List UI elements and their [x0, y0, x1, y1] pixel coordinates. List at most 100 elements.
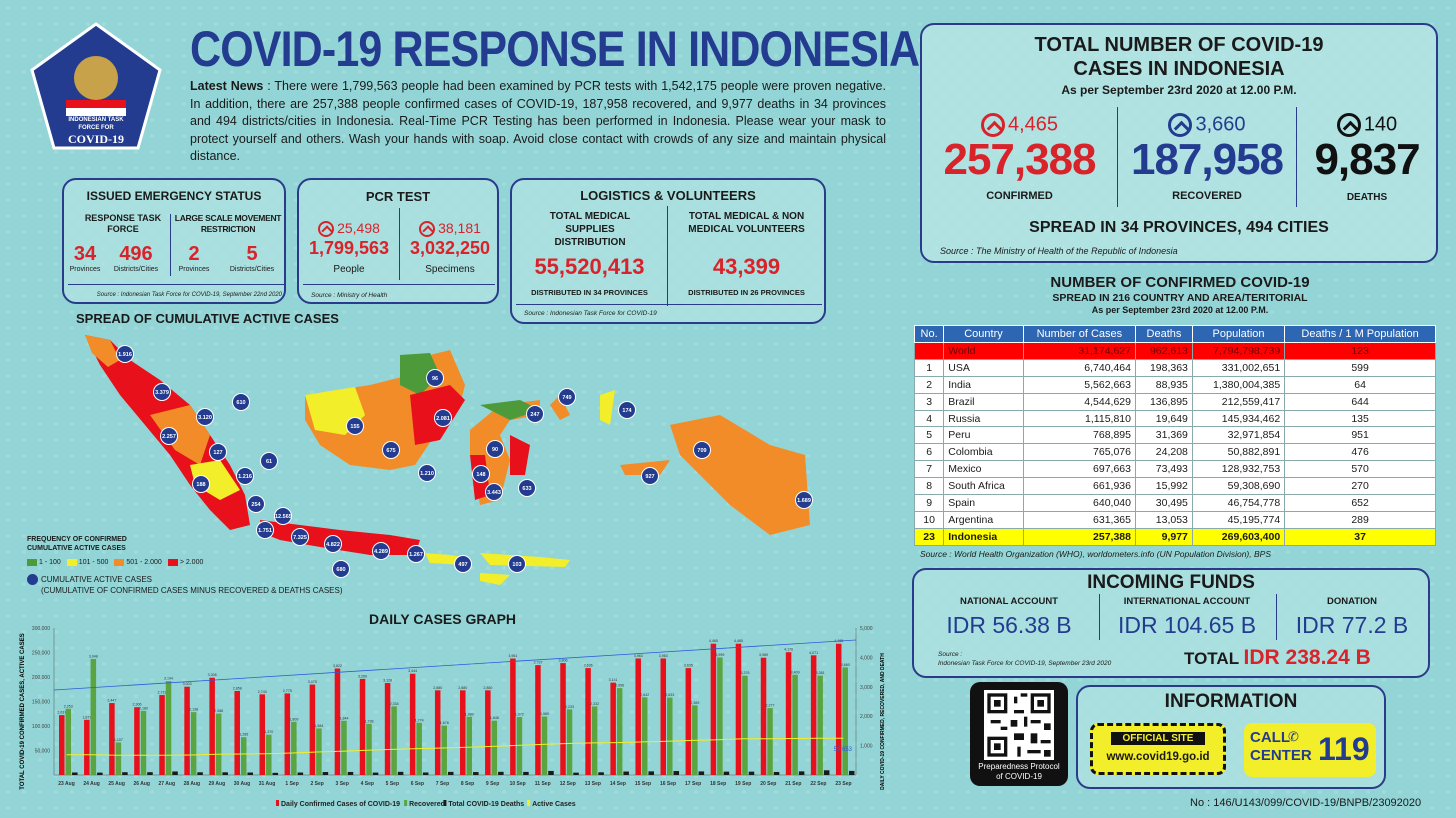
bar-data-label: 4,465	[709, 639, 718, 643]
bar-data-label: 3,376	[740, 671, 749, 675]
legend-swatch	[276, 800, 279, 806]
active-case-bubble: 103	[508, 555, 526, 573]
table-cell: 198,363	[1134, 358, 1193, 377]
confirmed-increase: 4,465	[1007, 113, 1059, 136]
x-tick-label: 27 Aug	[159, 781, 175, 787]
table-header-cell: Deaths	[1134, 325, 1193, 343]
bar-data-label: 2,719	[158, 691, 167, 695]
y-axis-title-right: DAILY COVID-19 CONFIRMED, RECOVERED, AND…	[880, 653, 886, 790]
bar-data-label: 2,775	[283, 689, 292, 693]
qr-code-icon	[984, 690, 1054, 760]
table-row: 9 Spain 640,040 30,495 46,754,778 652	[913, 494, 1436, 512]
table-row: 7 Mexico 697,663 73,493 128,932,753 570	[913, 460, 1436, 479]
table-cell: 50,882,891	[1191, 443, 1286, 462]
bar-recovered	[90, 658, 97, 775]
bar-data-label: 3,989	[759, 653, 768, 657]
bar-data-label: 3,622	[333, 664, 342, 668]
active-case-bubble: 2.081	[434, 409, 452, 427]
bar-total-covid-19-deaths	[523, 771, 529, 775]
active-case-bubble: 1.267	[407, 545, 425, 563]
bar-data-label: 1,972	[515, 713, 524, 717]
map-legend-title: FREQUENCY OF CONFIRMED CUMULATIVE ACTIVE…	[27, 535, 127, 553]
funds-source-text: Indonesian Task Force for COVID-19, Sept…	[938, 660, 1112, 667]
table-cell: 135	[1284, 409, 1436, 428]
bar-data-label: 3,636	[584, 664, 593, 668]
bar-data-label: 2,138	[189, 708, 198, 712]
legend-item: 101 - 500	[78, 559, 109, 566]
bar-recovered	[65, 708, 72, 775]
deaths-increase: 140	[1363, 113, 1398, 136]
table-cell: 644	[1284, 392, 1436, 411]
table-cell: 5	[913, 426, 945, 445]
logistics-title: LOGISTICS & VOLUNTEERS	[580, 188, 756, 203]
bar-data-label: 2,956	[615, 684, 624, 688]
bar-total-covid-19-deaths	[397, 771, 404, 775]
bar-recovered	[190, 712, 197, 775]
call-center-button[interactable]: CALL CENTER ✆ 119	[1244, 723, 1376, 777]
bar-recovered	[742, 675, 748, 775]
active-case-bubble: 1.689	[795, 491, 813, 509]
indonesia-map: 1.916 3.379 610 3.120 2.257 127 61 1.216 188 254 1…	[70, 325, 830, 590]
information-panel: INFORMATION OFFICIAL SITE www.covid19.go…	[1076, 685, 1386, 789]
pcr-specimen-label: Specimens	[425, 264, 475, 275]
bar-daily-confirmed-cases-of-covid-19	[384, 683, 391, 775]
y-tick-label-right: 4,000	[860, 655, 873, 661]
bar-total-covid-19-deaths	[773, 771, 780, 775]
bar-daily-confirmed-cases-of-covid-19	[660, 658, 667, 775]
active-case-bubble: 96	[426, 369, 444, 387]
bar-daily-confirmed-cases-of-covid-19	[635, 658, 641, 775]
increase-arrow-icon	[1336, 113, 1361, 137]
bar-data-label: 2,369	[690, 701, 699, 705]
international-value: IDR 104.65 B	[1117, 612, 1257, 638]
table-row: 3 Brazil 4,544,629 136,895 212,559,417 644	[913, 392, 1436, 411]
call-label: CALL	[1250, 729, 1290, 746]
pcr-people-label: People	[333, 264, 365, 275]
volunteers-label: TOTAL MEDICAL & NON MEDICAL VOLUNTEERS	[688, 211, 805, 235]
bar-recovered	[140, 710, 147, 775]
bar-data-label: 3,948	[89, 654, 98, 658]
table-cell: 46,754,778	[1191, 494, 1286, 512]
recovered-increase: 3,660	[1195, 113, 1246, 136]
totals-asof: As per September 23rd 2020 at 12.00 P.M.	[1061, 83, 1297, 97]
table-cell: 697,663	[1022, 460, 1136, 479]
bar-daily-confirmed-cases-of-covid-19	[59, 715, 65, 775]
daily-cases-chart: 300,000 250,000 200,000 150,000 100,000 50,00…	[14, 620, 894, 815]
table-row: 4 Russia 1,115,810 19,649 145,934,462 135	[913, 409, 1436, 428]
news-label: Latest News	[190, 79, 264, 93]
official-site-button[interactable]: OFFICIAL SITE www.covid19.go.id	[1090, 723, 1226, 775]
bar-total-covid-19-deaths	[72, 772, 78, 775]
dot-legend: CUMULATIVE ACTIVE CASES (CUMULATIVE OF C…	[27, 574, 343, 596]
active-case-bubble: 148	[472, 465, 490, 483]
active-case-bubble: 12.565	[274, 507, 292, 525]
call-number: 119	[1318, 731, 1370, 767]
dot-legend-label: CUMULATIVE ACTIVE CASES	[41, 575, 152, 584]
x-tick-label: 4 Sep	[361, 781, 374, 787]
table-cell: 1	[913, 358, 945, 377]
x-tick-label: 20 Sep	[760, 781, 776, 787]
bar-total-covid-19-deaths	[623, 771, 629, 775]
table-cell: 73,493	[1134, 460, 1193, 479]
information-title: INFORMATION	[1164, 691, 1298, 712]
pcr-source: Source : Ministry of Health	[311, 292, 388, 299]
deaths-label: DEATHS	[1346, 192, 1388, 203]
task-force-cities-label: Districts/Cities	[113, 266, 159, 273]
bar-total-covid-19-deaths	[272, 772, 279, 775]
bar-recovered	[641, 697, 648, 775]
bar-data-label: 1,107	[114, 738, 123, 742]
bubble-icon	[27, 574, 38, 585]
qr-card[interactable]: Preparedness Protocol of COVID-19	[970, 682, 1068, 786]
table-cell: 45,195,774	[1191, 510, 1286, 529]
active-case-bubble: 90	[486, 440, 504, 458]
table-cell: 1,380,004,385	[1191, 375, 1286, 394]
bar-data-label: 2,088	[214, 709, 223, 713]
x-tick-label: 28 Aug	[184, 781, 200, 787]
pcr-specimen-total: 3,032,250	[409, 238, 491, 258]
bar-data-label: 1,738	[365, 719, 374, 723]
total-confirmed-line	[53, 639, 857, 691]
psbb-cities-label: Districts/Cities	[229, 266, 275, 273]
table-row: 5 Peru 768,895 31,369 32,971,854 951	[913, 426, 1436, 445]
legend-item: 501 - 2.000	[126, 559, 162, 566]
active-case-bubble: 61	[260, 452, 278, 470]
medical-supplies-label: TOTAL MEDICAL SUPPLIES DISTRIBUTION	[549, 211, 631, 248]
table-cell: 5,562,663	[1022, 375, 1136, 394]
